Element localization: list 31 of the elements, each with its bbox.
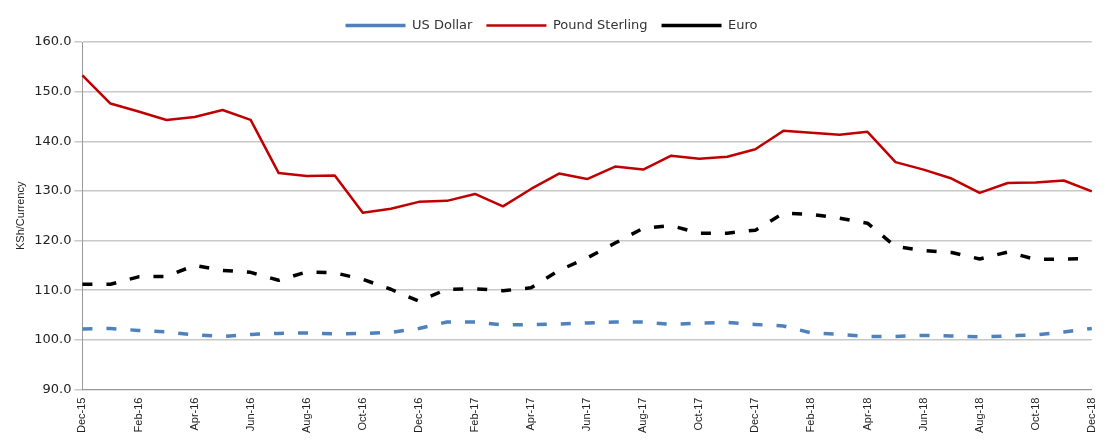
legend-label: Euro	[728, 16, 758, 32]
y-tick-label: 110.0	[34, 281, 72, 297]
y-tick-label: 160.0	[34, 33, 72, 49]
y-tick-label: 90.0	[42, 380, 72, 396]
y-tick-label: 130.0	[34, 182, 72, 198]
y-tick-label: 120.0	[34, 231, 72, 247]
x-tick-label: Oct-16	[355, 397, 368, 431]
x-tick-label: Feb-16	[131, 397, 144, 433]
legend-label: US Dollar	[412, 16, 474, 32]
x-tick-label: Dec-18	[1084, 397, 1097, 433]
x-tick-label: Oct-18	[1028, 397, 1041, 431]
y-axis-title: KSh/Currency	[13, 181, 26, 251]
y-tick-label: 100.0	[34, 331, 72, 347]
x-tick-label: Aug-17	[636, 397, 649, 434]
x-tick-label: Jun-18	[916, 397, 929, 432]
x-tick-label: Jun-17	[580, 397, 593, 432]
x-tick-label: Aug-16	[299, 397, 312, 434]
x-tick-label: Apr-17	[524, 397, 537, 431]
y-tick-label: 150.0	[34, 83, 72, 99]
x-tick-label: Jun-16	[243, 397, 256, 432]
legend-label: Pound Sterling	[552, 16, 648, 32]
x-tick-label: Feb-18	[804, 397, 817, 433]
x-tick-label: Dec-15	[75, 397, 88, 433]
x-tick-label: Apr-16	[187, 397, 200, 431]
y-tick-label: 140.0	[34, 132, 72, 148]
x-tick-label: Dec-17	[748, 397, 761, 433]
x-tick-label: Oct-17	[692, 397, 705, 431]
x-tick-label: Apr-18	[860, 397, 873, 431]
x-tick-label: Dec-16	[411, 397, 424, 433]
x-tick-label: Aug-18	[972, 397, 985, 434]
x-tick-label: Feb-17	[467, 397, 480, 433]
